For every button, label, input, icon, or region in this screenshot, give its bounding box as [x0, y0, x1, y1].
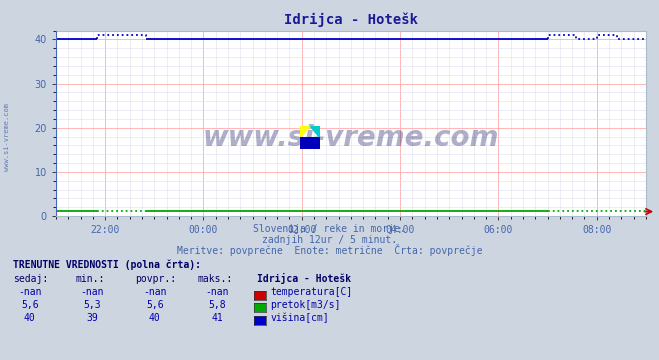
Text: 5,3: 5,3 [84, 300, 101, 310]
Text: višina[cm]: višina[cm] [270, 313, 329, 323]
Text: TRENUTNE VREDNOSTI (polna črta):: TRENUTNE VREDNOSTI (polna črta): [13, 260, 201, 270]
Text: 5,8: 5,8 [209, 300, 226, 310]
Text: min.:: min.: [76, 274, 105, 284]
Text: -nan: -nan [206, 287, 229, 297]
Text: zadnjih 12ur / 5 minut.: zadnjih 12ur / 5 minut. [262, 235, 397, 245]
Text: 40: 40 [149, 313, 161, 323]
Text: www.si-vreme.com: www.si-vreme.com [203, 124, 499, 152]
Title: Idrijca - Hotešk: Idrijca - Hotešk [284, 12, 418, 27]
Text: www.si-vreme.com: www.si-vreme.com [3, 103, 10, 171]
Text: pretok[m3/s]: pretok[m3/s] [270, 300, 341, 310]
Text: -nan: -nan [80, 287, 104, 297]
Text: -nan: -nan [18, 287, 42, 297]
Text: Idrijca - Hotešk: Idrijca - Hotešk [257, 273, 351, 284]
Polygon shape [300, 138, 320, 149]
Text: sedaj:: sedaj: [13, 274, 48, 284]
Text: 5,6: 5,6 [21, 300, 38, 310]
Text: temperatura[C]: temperatura[C] [270, 287, 353, 297]
Text: 40: 40 [24, 313, 36, 323]
Polygon shape [300, 126, 310, 138]
Text: 5,6: 5,6 [146, 300, 163, 310]
Text: povpr.:: povpr.: [135, 274, 176, 284]
Text: 41: 41 [212, 313, 223, 323]
Polygon shape [300, 138, 320, 149]
Text: maks.:: maks.: [198, 274, 233, 284]
Polygon shape [310, 126, 320, 138]
Text: -nan: -nan [143, 287, 167, 297]
Text: Slovenija / reke in morje.: Slovenija / reke in morje. [253, 224, 406, 234]
Text: Meritve: povprečne  Enote: metrične  Črta: povprečje: Meritve: povprečne Enote: metrične Črta:… [177, 244, 482, 256]
Text: 39: 39 [86, 313, 98, 323]
